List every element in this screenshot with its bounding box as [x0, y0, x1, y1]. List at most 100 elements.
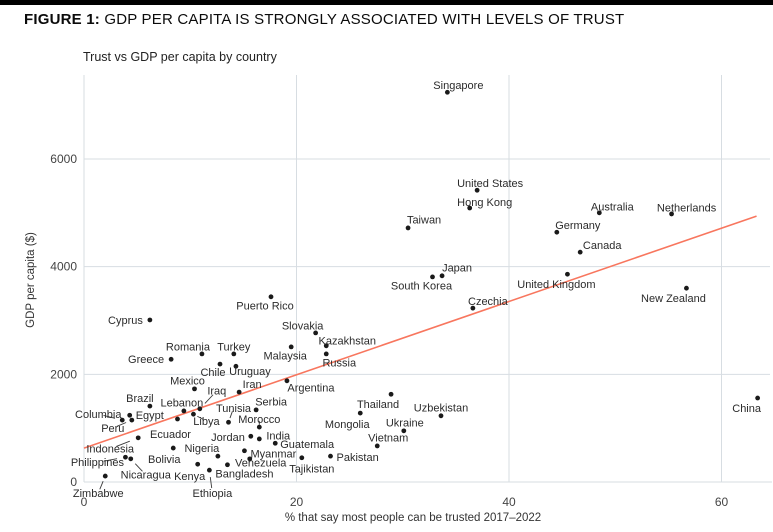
point-label: Serbia: [255, 397, 288, 409]
data-point: [374, 443, 380, 449]
data-point: [147, 317, 153, 323]
leader-line: [134, 463, 143, 472]
y-tick-label: 6000: [50, 152, 77, 166]
point-label: Russia: [322, 358, 357, 370]
data-point: [242, 448, 247, 454]
leader-line: [204, 394, 214, 404]
x-tick-label: 60: [715, 495, 729, 509]
point-label: Guatemala: [280, 439, 335, 451]
data-point: [191, 411, 196, 417]
figure-label: FIGURE 1:: [24, 11, 100, 28]
data-point: [231, 351, 237, 357]
data-point: [236, 389, 242, 395]
data-point: [129, 417, 135, 423]
data-point: [684, 285, 689, 291]
data-point: [596, 210, 602, 216]
point-label: Japan: [442, 263, 472, 275]
data-point: [288, 344, 294, 350]
point-label: Myanmar: [250, 449, 296, 461]
leader-line: [103, 414, 116, 419]
data-point: [577, 249, 583, 255]
point-label: Pakistan: [337, 452, 379, 464]
data-point: [669, 211, 674, 217]
data-point: [127, 412, 133, 418]
point-label: Tajikistan: [289, 464, 334, 476]
point-label: Jordan: [211, 432, 245, 444]
data-point: [226, 419, 231, 425]
data-point: [256, 424, 262, 430]
point-label: Germany: [555, 220, 601, 232]
data-point: [253, 407, 259, 413]
point-label: Romania: [166, 342, 211, 354]
data-point: [206, 467, 212, 473]
y-tick-label: 2000: [50, 367, 77, 381]
data-point: [284, 378, 290, 384]
point-label: Ecuador: [150, 429, 191, 441]
data-point: [197, 406, 203, 412]
point-label: Thailand: [357, 399, 399, 411]
point-label: Iran: [243, 379, 262, 391]
data-point: [123, 454, 128, 460]
figure-title-text: GDP PER CAPITA IS STRONGLY ASSOCIATED WI…: [104, 11, 625, 28]
data-point: [248, 433, 254, 439]
data-point: [272, 440, 278, 446]
data-point: [102, 473, 108, 479]
point-label: Chile: [200, 367, 225, 379]
point-label: United States: [457, 178, 524, 190]
leader-line: [103, 458, 118, 462]
point-label: India: [266, 431, 291, 443]
point-label: Iraq: [207, 386, 226, 398]
data-point: [225, 462, 230, 468]
x-tick-label: 40: [502, 495, 516, 509]
x-tick-label: 0: [81, 495, 88, 509]
data-point: [323, 343, 329, 349]
data-point: [474, 187, 480, 193]
point-label: Greece: [128, 354, 164, 366]
point-label: Mexico: [170, 376, 205, 388]
point-label: Brazil: [126, 393, 154, 405]
data-point: [217, 361, 223, 367]
point-label: Netherlands: [657, 203, 717, 215]
leader-line: [197, 415, 204, 421]
data-point: [401, 428, 407, 434]
data-point: [256, 436, 262, 442]
data-point: [147, 403, 153, 409]
point-label: Zimbabwe: [73, 488, 124, 500]
data-point: [119, 417, 125, 423]
data-point: [192, 386, 197, 392]
point-label: Indonesia: [86, 444, 135, 456]
top-border-bar: [0, 0, 773, 5]
data-point: [215, 453, 221, 459]
data-point: [357, 410, 363, 416]
data-point: [175, 416, 180, 422]
point-label: Columbia: [75, 409, 122, 421]
x-axis-title: % that say most people can be trusted 20…: [285, 512, 541, 524]
point-label: New Zealand: [641, 293, 706, 305]
data-point: [430, 274, 435, 280]
data-point: [299, 455, 305, 461]
data-point: [405, 225, 411, 231]
leader-line: [229, 411, 233, 419]
data-point: [388, 391, 394, 397]
data-point: [168, 356, 174, 362]
data-point: [135, 435, 141, 441]
point-label: Taiwan: [407, 215, 441, 227]
data-point: [565, 271, 570, 277]
point-label: Vietnam: [368, 433, 408, 445]
point-label: Kazakhstan: [319, 336, 376, 348]
data-point: [755, 395, 761, 401]
chart-subtitle: Trust vs GDP per capita by country: [83, 50, 277, 64]
y-tick-label: 0: [70, 475, 77, 489]
point-label: Hong Kong: [457, 197, 512, 209]
figure-title: FIGURE 1: GDP PER CAPITA IS STRONGLY ASS…: [24, 11, 624, 28]
x-tick-label: 20: [290, 495, 304, 509]
y-tick-label: 4000: [50, 260, 77, 274]
point-label: Kenya: [174, 471, 206, 483]
point-label: Australia: [591, 202, 635, 214]
point-label: Lebanon: [160, 398, 203, 410]
point-label: Slovakia: [282, 321, 324, 333]
point-label: Philippines: [71, 457, 125, 469]
point-label: Singapore: [433, 80, 483, 92]
